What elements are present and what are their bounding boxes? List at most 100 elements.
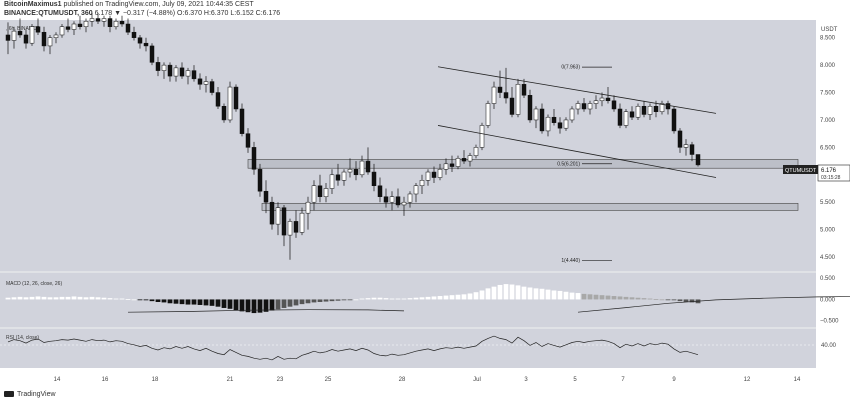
candle-body-87 bbox=[527, 95, 533, 121]
candle-body-115 bbox=[695, 154, 701, 166]
candle-body-108 bbox=[653, 105, 659, 112]
channel-lower-line[interactable] bbox=[437, 125, 717, 178]
rsi-line bbox=[7, 335, 699, 361]
candle-body-110 bbox=[665, 103, 671, 110]
symbol-tag-text: QTUMUSDT bbox=[785, 168, 817, 174]
macd-bar-4 bbox=[29, 296, 35, 300]
macd-bar-23 bbox=[143, 299, 149, 301]
candle-body-13 bbox=[83, 21, 89, 27]
candle-body-76 bbox=[461, 158, 467, 162]
fib-label-2: 1(4.440) bbox=[561, 258, 580, 264]
candle-body-94 bbox=[569, 108, 575, 121]
macd-bar-38 bbox=[233, 299, 239, 311]
candle-body-3 bbox=[23, 34, 29, 44]
macd-bar-54 bbox=[329, 299, 335, 302]
time-tick-9: 5 bbox=[573, 377, 577, 383]
price-tick-0: 8.500 bbox=[820, 36, 836, 42]
candle-body-90 bbox=[545, 116, 551, 132]
fib-retracement[interactable]: 0(7.963) 0.5(6.201) 1(4.440) bbox=[557, 65, 612, 264]
last-price-tag: QTUMUSDT 6.176 03:15:28 bbox=[783, 164, 850, 182]
candle-body-104 bbox=[629, 111, 635, 118]
candle-body-32 bbox=[197, 78, 203, 85]
price-tick-2: 7.500 bbox=[820, 91, 836, 97]
macd-bar-8 bbox=[53, 297, 59, 300]
macd-bar-70 bbox=[425, 296, 431, 300]
macd-bar-76 bbox=[461, 294, 467, 300]
macd-bar-19 bbox=[119, 298, 125, 300]
channel-upper-line[interactable] bbox=[437, 66, 717, 114]
candle-body-62 bbox=[377, 185, 383, 197]
macd-bar-20 bbox=[125, 299, 131, 300]
macd-bar-27 bbox=[167, 299, 173, 304]
candle-body-1 bbox=[11, 30, 17, 41]
macd-bar-113 bbox=[683, 299, 689, 302]
candle-body-57 bbox=[347, 169, 353, 173]
candle-body-80 bbox=[485, 103, 491, 126]
rsi-tick: 40.00 bbox=[821, 343, 837, 349]
publish-line: BitcoinMaximus1 published on TradingView… bbox=[4, 1, 254, 8]
candle-body-5 bbox=[35, 26, 41, 33]
candle-body-10 bbox=[65, 26, 71, 30]
descending-channel[interactable] bbox=[437, 66, 717, 178]
candle-body-24 bbox=[149, 45, 155, 63]
price-value-tag bbox=[817, 164, 850, 182]
tradingview-logo[interactable]: TradingView bbox=[4, 391, 56, 398]
candle-body-113 bbox=[683, 144, 689, 148]
footer: TradingView bbox=[0, 388, 850, 403]
candle-body-53 bbox=[323, 188, 329, 197]
candle-body-52 bbox=[317, 185, 323, 197]
candle-body-92 bbox=[557, 122, 563, 129]
support-zone-1[interactable] bbox=[261, 202, 799, 211]
macd-bar-5 bbox=[35, 296, 41, 300]
candle-body-73 bbox=[443, 163, 449, 170]
macd-bar-29 bbox=[179, 299, 185, 305]
macd-bar-33 bbox=[203, 299, 209, 306]
candle-body-45 bbox=[275, 207, 281, 225]
candle-body-34 bbox=[209, 81, 215, 93]
time-tick-3: 21 bbox=[227, 377, 234, 383]
macd-bar-42 bbox=[257, 299, 263, 313]
candle-body-20 bbox=[125, 23, 131, 33]
support-zone-0[interactable] bbox=[247, 159, 799, 169]
candle-body-107 bbox=[647, 105, 653, 115]
macd-bar-82 bbox=[497, 284, 503, 300]
macd-bar-37 bbox=[227, 299, 233, 309]
candle-body-6 bbox=[41, 31, 47, 47]
candle-body-33 bbox=[203, 81, 209, 85]
macd-bar-77 bbox=[467, 293, 473, 300]
candle-body-70 bbox=[425, 171, 431, 181]
time-tick-1: 16 bbox=[102, 377, 109, 383]
candle-body-17 bbox=[107, 18, 113, 27]
candle-body-36 bbox=[221, 105, 227, 121]
macd-bar-21 bbox=[131, 299, 137, 301]
macd-bar-71 bbox=[431, 296, 437, 300]
macd-bar-94 bbox=[569, 292, 575, 300]
candle-body-109 bbox=[659, 103, 665, 112]
candle-body-55 bbox=[335, 174, 341, 181]
macd-bar-66 bbox=[401, 298, 407, 300]
candle-body-47 bbox=[287, 221, 293, 236]
macd-bar-64 bbox=[389, 298, 395, 300]
candle-body-89 bbox=[539, 108, 545, 132]
macd-bar-9 bbox=[59, 296, 65, 300]
candle-body-14 bbox=[89, 18, 95, 22]
time-tick-0: 14 bbox=[54, 377, 61, 383]
candle-body-49 bbox=[299, 212, 305, 233]
author-name[interactable]: BitcoinMaximus1 bbox=[4, 1, 62, 8]
macd-bar-47 bbox=[287, 299, 293, 307]
published-text: published on TradingView.com, July 09, 2… bbox=[61, 1, 254, 8]
macd-bar-63 bbox=[383, 298, 389, 300]
candle-body-9 bbox=[59, 26, 65, 36]
candle-body-114 bbox=[689, 144, 695, 155]
macd-bar-90 bbox=[545, 289, 551, 300]
macd-bar-22 bbox=[137, 299, 143, 301]
macd-bar-58 bbox=[353, 299, 359, 301]
candle-body-29 bbox=[179, 67, 185, 77]
candle-body-18 bbox=[113, 21, 119, 27]
candle-body-112 bbox=[677, 130, 683, 148]
candle-body-28 bbox=[173, 67, 179, 77]
time-axis-ticks: 14 16 18 21 23 25 28 Jul 3 5 7 9 12 14 bbox=[54, 377, 801, 383]
macd-bar-51 bbox=[311, 299, 317, 303]
chart-header: BitcoinMaximus1 published on TradingView… bbox=[0, 0, 850, 20]
